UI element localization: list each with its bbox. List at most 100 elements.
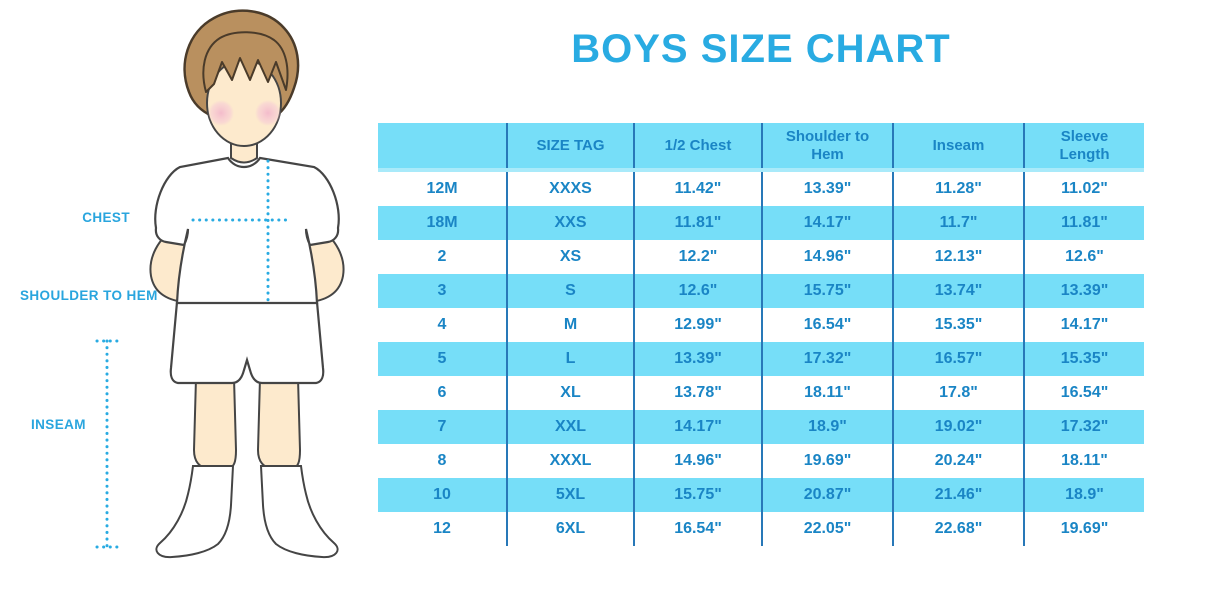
measurement-cell: 19.02" (892, 410, 1024, 444)
size-tag-cell: XL (506, 376, 634, 410)
size-tag-cell: XXXS (506, 170, 634, 206)
measurement-cell: 19.69" (761, 444, 893, 478)
measurement-cell: 14.96" (633, 444, 762, 478)
age-size-cell: 4 (437, 316, 447, 333)
measurement-cell: 12.13" (892, 240, 1024, 274)
measurement-cell: 14.17" (633, 410, 762, 444)
measurement-cell: 11.42" (633, 170, 762, 206)
leg-right (256, 377, 302, 469)
page-title: BOYS SIZE CHART (571, 27, 951, 71)
table-row-size-3: 3 S 12.6" 15.75" 13.74" 13.39" (378, 274, 1144, 308)
measurement-cell: 11.81" (1023, 206, 1144, 240)
age-size-cell: 8 (437, 452, 447, 469)
measurement-cell: 14.96" (761, 240, 893, 274)
size-tag-cell: 5XL (506, 478, 634, 512)
measurement-cell: 13.74" (892, 274, 1024, 308)
cheek-right (255, 100, 281, 126)
header-cell-inseam: Inseam (892, 123, 1024, 172)
measurement-cell: 20.87" (761, 478, 893, 512)
size-tag-cell: 6XL (506, 512, 634, 546)
measurement-cell: 13.39" (633, 342, 762, 376)
size-tag-cell: L (506, 342, 634, 376)
measurement-cell: 12.2" (633, 240, 762, 274)
header-cell-shoulder-to-hem: Shoulder to Hem (761, 123, 893, 172)
size-tag-cell: XS (506, 240, 634, 274)
measurement-cell: 11.7" (892, 206, 1024, 240)
table-row-size-6: 6 XL 13.78" 18.11" 17.8" 16.54" (378, 376, 1144, 410)
measurement-cell: 16.57" (892, 342, 1024, 376)
leg-left (192, 377, 238, 469)
measurement-cell: 15.35" (1023, 342, 1144, 376)
table-row-size-4: 4 M 12.99" 16.54" 15.35" 14.17" (378, 308, 1144, 342)
measurement-cell: 22.68" (892, 512, 1024, 546)
measurement-cell: 15.75" (633, 478, 762, 512)
measurement-cell: 18.9" (761, 410, 893, 444)
table-row-size-7: 7 XXL 14.17" 18.9" 19.02" 17.32" (378, 410, 1144, 444)
age-size-cell: 5 (378, 342, 507, 376)
measurement-cell: 17.32" (1023, 410, 1144, 444)
measurement-cell: 11.28" (892, 170, 1024, 206)
size-table-body: 12M XXXS 11.42" 13.39" 11.28" 11.02" 18M XXS 11.… (378, 170, 1144, 546)
header-cell-sleeve-length: Sleeve Length (1023, 123, 1144, 172)
size-guide-figure: CHEST SHOULDER TO HEM INSEAM (0, 0, 378, 607)
measurement-cell: 22.05" (761, 512, 893, 546)
size-table: SIZE TAG 1/2 Chest Shoulder to Hem Inseam Sl… (378, 123, 1144, 546)
measurement-cell: 12.99" (633, 308, 762, 342)
measurement-cell: 17.8" (892, 376, 1024, 410)
age-size-cell: 10 (378, 478, 507, 512)
measurement-cell: 16.54" (761, 308, 893, 342)
table-row-size-12m: 12M XXXS 11.42" 13.39" 11.28" 11.02" (378, 170, 1144, 206)
measurement-cell: 15.75" (761, 274, 893, 308)
cheek-left (208, 100, 234, 126)
header-cell-size-tag: SIZE TAG (506, 123, 634, 172)
measurement-cell: 18.11" (761, 376, 893, 410)
shorts (169, 300, 325, 385)
measurement-cell: 14.17" (1023, 308, 1144, 342)
inseam-label: INSEAM (31, 417, 86, 432)
measurement-cell: 15.35" (892, 308, 1024, 342)
table-row-size-8: 8 XXXL 14.96" 19.69" 20.24" 18.11" (378, 444, 1144, 478)
boy-illustration (95, 9, 345, 559)
table-row-size-10: 10 5XL 15.75" 20.87" 21.46" 18.9" (378, 478, 1144, 512)
size-table-header: SIZE TAG 1/2 Chest Shoulder to Hem Inseam Sl… (378, 123, 1144, 172)
age-size-cell: 18M (378, 206, 507, 240)
sock-left (155, 465, 235, 559)
header-cell-1-2-chest: 1/2 Chest (633, 123, 762, 172)
measurement-cell: 13.39" (1023, 274, 1144, 308)
age-size-cell: 7 (378, 410, 507, 444)
size-tag-cell: S (506, 274, 634, 308)
table-row-size-5: 5 L 13.39" 17.32" 16.57" 15.35" (378, 342, 1144, 376)
table-row-size-18m: 18M XXS 11.81" 14.17" 11.7" 11.81" (378, 206, 1144, 240)
measurement-cell: 11.02" (1023, 170, 1144, 206)
age-size-cell: 12 (433, 520, 451, 537)
measurement-cell: 13.39" (761, 170, 893, 206)
size-tag-cell: M (506, 308, 634, 342)
measurement-cell: 18.9" (1023, 478, 1144, 512)
measurement-cell: 12.6" (633, 274, 762, 308)
age-size-cell: 6 (437, 384, 447, 401)
measurement-cell: 19.69" (1023, 512, 1144, 546)
shoulder-to-hem-label: SHOULDER TO HEM (20, 288, 158, 303)
measurement-cell: 13.78" (633, 376, 762, 410)
size-tag-cell: XXXL (506, 444, 634, 478)
tshirt (154, 156, 340, 305)
header-cell-empty (378, 123, 507, 172)
size-tag-cell: XXS (506, 206, 634, 240)
measurement-cell: 18.11" (1023, 444, 1144, 478)
measurement-cell: 16.54" (633, 512, 762, 546)
age-size-cell: 2 (437, 248, 447, 265)
age-size-cell: 12M (426, 180, 458, 197)
hair-fringe (202, 31, 289, 93)
measurement-cell: 21.46" (892, 478, 1024, 512)
chest-label: CHEST (82, 210, 130, 225)
measurement-cell: 11.81" (633, 206, 762, 240)
measurement-cell: 17.32" (761, 342, 893, 376)
measurement-cell: 12.6" (1023, 240, 1144, 274)
measurement-cell: 14.17" (761, 206, 893, 240)
table-row-size-12: 12 6XL 16.54" 22.05" 22.68" 19.69" (378, 512, 1144, 546)
measurement-guides (95, 159, 291, 549)
table-row-size-2: 2 XS 12.2" 14.96" 12.13" 12.6" (378, 240, 1144, 274)
measurement-cell: 20.24" (892, 444, 1024, 478)
sock-right (259, 465, 339, 559)
age-size-cell: 3 (378, 274, 507, 308)
